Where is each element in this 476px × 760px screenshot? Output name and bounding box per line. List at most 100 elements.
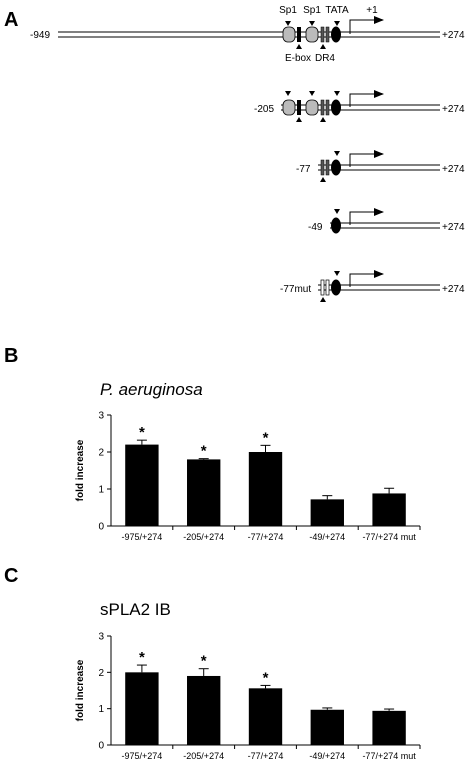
tss-arrow-icon <box>349 153 374 167</box>
bar <box>372 710 406 745</box>
x-tick-label: -205/+274 <box>183 751 224 760</box>
tss-arrow-icon <box>349 19 374 34</box>
bar <box>248 452 283 526</box>
tss-arrow-icon <box>349 93 374 107</box>
y-tick-label: 1 <box>98 485 104 496</box>
mutated-dr4-site-icon <box>325 279 330 296</box>
bar <box>248 688 283 745</box>
construct-949: -949 +274 <box>30 16 465 49</box>
sp1-label-1: Sp1 <box>279 5 297 16</box>
x-tick-label: -77/+274 mut <box>362 751 416 760</box>
arrowhead-icon <box>320 44 326 49</box>
tata-label: TATA <box>325 5 349 16</box>
ebox-label: E-box <box>285 53 311 64</box>
construct-start-label: -205 <box>254 104 274 115</box>
tss-label: +1 <box>366 5 378 16</box>
tata-box-icon <box>331 159 341 176</box>
y-tick-label: 2 <box>98 448 104 459</box>
tata-box-icon <box>331 99 341 116</box>
arrowhead-icon <box>296 44 302 49</box>
significance-marker: * <box>201 443 207 460</box>
construct-start-label: -49 <box>308 222 323 233</box>
tss-arrowhead-icon <box>374 90 384 98</box>
x-tick-label: -77/+274 mut <box>362 532 416 542</box>
construct-start-label: -77 <box>296 164 311 175</box>
panel-label-c: C <box>4 565 18 587</box>
sp1-site-icon <box>282 26 296 43</box>
arrowhead-icon <box>309 91 315 96</box>
arrowhead-icon <box>285 21 291 26</box>
significance-marker: * <box>139 649 145 666</box>
bar <box>125 444 159 526</box>
bar <box>310 499 344 526</box>
construct-end-label: +274 <box>442 104 465 115</box>
chart-c-title: sPLA2 IB <box>100 600 171 619</box>
tss-arrow-icon <box>349 211 374 225</box>
bar <box>125 672 159 745</box>
x-tick-label: -49/+274 <box>309 751 345 760</box>
bar <box>310 709 344 745</box>
arrowhead-icon <box>320 117 326 122</box>
ebox-site-icon <box>297 100 301 115</box>
construct-end-label: +274 <box>442 222 465 233</box>
sp1-label-2: Sp1 <box>303 5 321 16</box>
y-tick-label: 3 <box>98 411 104 422</box>
construct-end-label: +274 <box>442 284 465 295</box>
construct-start-label: -949 <box>30 30 50 41</box>
y-axis-label: fold increase <box>75 659 86 721</box>
tss-arrowhead-icon <box>374 16 384 24</box>
dr4-site-icon <box>325 26 330 43</box>
significance-marker: * <box>201 653 207 670</box>
tss-arrowhead-icon <box>374 208 384 216</box>
arrowhead-icon <box>334 21 340 26</box>
y-tick-label: 2 <box>98 668 104 679</box>
x-tick-label: -77/+274 <box>248 751 284 760</box>
ebox-site-icon <box>297 27 301 42</box>
construct-205: -205 +274 <box>254 90 465 122</box>
construct-end-label: +274 <box>442 164 465 175</box>
tss-arrowhead-icon <box>374 270 384 278</box>
significance-marker: * <box>139 424 145 441</box>
tata-box-icon <box>331 217 341 234</box>
significance-marker: * <box>263 429 269 446</box>
construct-start-label: -77mut <box>280 284 311 295</box>
dr4-site-icon <box>320 26 325 43</box>
y-tick-label: 1 <box>98 704 104 715</box>
x-tick-label: -77/+274 <box>248 532 284 542</box>
arrowhead-icon <box>296 117 302 122</box>
tss-arrowhead-icon <box>374 150 384 158</box>
chart-p-aeruginosa: 0 1 2 3 fold increase * -975/+274 * -205/+274 * -7… <box>75 411 421 542</box>
significance-marker: * <box>263 669 269 686</box>
x-tick-label: -49/+274 <box>309 532 345 542</box>
promoter-diagram: Sp1 Sp1 TATA +1 -949 +274 E-box DR4 <box>30 5 465 302</box>
bar <box>372 493 406 526</box>
arrowhead-icon <box>334 271 340 276</box>
dr4-site-icon <box>320 159 325 176</box>
bar <box>187 675 221 745</box>
sp1-site-icon <box>305 99 319 116</box>
bar <box>187 459 221 526</box>
y-tick-label: 3 <box>98 632 104 643</box>
y-tick-label: 0 <box>98 522 104 533</box>
dr4-site-icon <box>325 99 330 116</box>
construct-end-label: +274 <box>442 30 465 41</box>
x-tick-label: -975/+274 <box>122 751 163 760</box>
y-tick-label: 0 <box>98 741 104 752</box>
construct-77mut: -77mut +274 <box>280 270 465 302</box>
panel-label-b: B <box>4 345 18 367</box>
construct-77: -77 +274 <box>296 150 465 182</box>
arrowhead-icon <box>309 21 315 26</box>
sp1-site-icon <box>305 26 319 43</box>
dr4-site-icon <box>320 99 325 116</box>
x-tick-label: -975/+274 <box>122 532 163 542</box>
arrowhead-icon <box>334 151 340 156</box>
tata-box-icon <box>331 279 341 296</box>
tata-box-icon <box>331 26 341 43</box>
y-axis-label: fold increase <box>75 439 86 501</box>
arrowhead-icon <box>320 297 326 302</box>
mutated-dr4-site-icon <box>320 279 325 296</box>
tss-arrow-icon <box>349 273 374 287</box>
arrowhead-icon <box>285 91 291 96</box>
dr4-label: DR4 <box>315 53 335 64</box>
